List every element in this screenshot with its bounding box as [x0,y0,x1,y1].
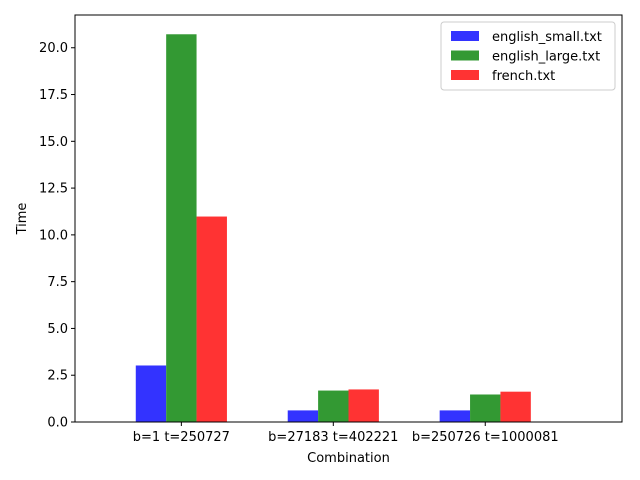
legend-box [440,21,616,91]
y-tick-label: 0.0 [47,416,68,431]
bar [318,390,349,422]
bar [135,365,167,422]
y-axis-label: Time [15,203,30,236]
legend-swatch [451,50,479,61]
x-tick-label: b=27183 t=402221 [268,430,398,445]
legend-swatch [451,31,479,41]
bar [500,391,531,422]
bars-layer [135,34,531,423]
y-tick-label: 15.0 [39,135,68,150]
x-tick-label: b=1 t=250727 [133,430,230,445]
y-tick-label: 7.5 [47,275,68,290]
y-tick-label: 17.5 [39,88,68,103]
x-axis: b=1 t=250727 b=27183 t=402221 b=250726 t=1… [133,422,559,445]
legend: english_small.txt english_large.txtfrench… [440,21,616,91]
legend-label: french.txt [492,69,555,84]
y-tick-label: 5.0 [47,322,68,337]
bar [196,216,227,422]
bar [470,394,501,422]
x-tick-label: b=250726 t=1000081 [412,430,559,445]
y-tick-label: 2.5 [47,369,68,384]
legend-label: english_small.txt [492,30,602,45]
y-tick-label: 12.5 [39,182,68,197]
bar [166,34,197,423]
bar [439,410,471,422]
plot-frame [74,14,623,423]
legend-label: english_large.txt [492,50,600,65]
y-tick-label: 20.0 [39,41,68,56]
bar [348,389,379,422]
legend-swatch [451,70,479,80]
y-tick-label: 10.0 [39,228,68,243]
bar [287,410,319,422]
x-axis-label: Combination [307,451,390,466]
y-axis: 0.0 2.5 5.0 7.5 10.0 12.5 15.0 17.5 20.0 [39,41,75,431]
